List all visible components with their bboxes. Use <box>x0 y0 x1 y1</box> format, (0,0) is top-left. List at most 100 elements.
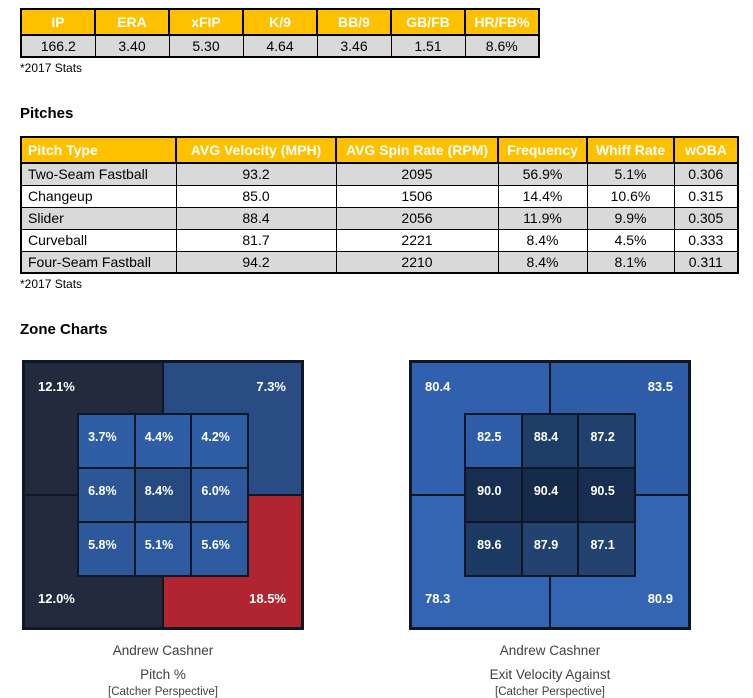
zone-cell-r2c2[interactable]: 5.6% <box>192 523 247 575</box>
pitch-cell: 88.4 <box>175 206 337 230</box>
zone-cell-r1c1[interactable]: 90.4 <box>522 469 578 521</box>
pitch-cell: 11.9% <box>497 206 588 230</box>
zone-cell-r0c0[interactable]: 3.7% <box>79 415 134 467</box>
zone-cell-r1c1[interactable]: 8.4% <box>135 469 191 521</box>
pitch-header-woba: wOBA <box>673 136 739 164</box>
pitch-cell: 2095 <box>335 162 499 186</box>
chart-player-name: Andrew Cashner <box>112 643 214 658</box>
stats-value-row: 166.2 3.40 5.30 4.64 3.46 1.51 8.6% <box>20 34 540 58</box>
pitch-header-spin: AVG Spin Rate (RPM) <box>335 136 499 164</box>
zone-cell-r2c2[interactable]: 87.1 <box>579 523 634 575</box>
chart-perspective-label: [Catcher Perspective] <box>108 686 218 698</box>
pitch-row-changeup: Changeup 85.0 1506 14.4% 10.6% 0.315 <box>20 184 739 208</box>
pitch-cell: 81.7 <box>175 228 337 252</box>
stats-value-xfip: 5.30 <box>168 34 244 58</box>
pitch-cell: 0.333 <box>673 228 739 252</box>
exit-velocity-zone-block: 80.4 83.5 78.3 80.9 82.5 88.4 87.2 <box>409 360 691 698</box>
stats-value-k9: 4.64 <box>242 34 318 58</box>
zone-outer-label: 80.4 <box>425 379 451 394</box>
stats-header-ip: IP <box>20 8 96 36</box>
zone-outer-label: 12.0% <box>38 591 75 606</box>
pitch-cell: 2221 <box>335 228 499 252</box>
zone-outer-label: 18.5% <box>249 591 286 606</box>
pitch-cell: Four-Seam Fastball <box>20 250 177 274</box>
pitch-header-velocity: AVG Velocity (MPH) <box>175 136 337 164</box>
zone-charts-heading: Zone Charts <box>20 321 108 338</box>
pitch-cell: Slider <box>20 206 177 230</box>
pitch-cell: 94.2 <box>175 250 337 274</box>
zone-cell-label: 5.1% <box>144 538 174 552</box>
zone-cell-label: 82.5 <box>477 430 502 444</box>
stats-footnote: *2017 Stats <box>20 61 83 75</box>
pitch-cell: 10.6% <box>586 184 675 208</box>
stats-header-k9: K/9 <box>242 8 318 36</box>
zone-cell-label: 90.4 <box>533 484 559 498</box>
zone-cell-r0c2[interactable]: 4.2% <box>192 415 247 467</box>
zone-cell-r0c1[interactable]: 4.4% <box>135 415 191 467</box>
pitch-cell: 8.4% <box>497 250 588 274</box>
stats-header-hrfb: HR/FB% <box>464 8 540 36</box>
pitch-cell: 9.9% <box>586 206 675 230</box>
zone-cell-label: 8.4% <box>144 484 174 498</box>
pitch-cell: 0.306 <box>673 162 739 186</box>
zone-cell-r0c2[interactable]: 87.2 <box>579 415 634 467</box>
pitch-row-slider: Slider 88.4 2056 11.9% 9.9% 0.305 <box>20 206 739 230</box>
stats-header-gbfb: GB/FB <box>390 8 466 36</box>
chart-metric-label: Exit Velocity Against <box>489 667 611 682</box>
stats-value-hrfb: 8.6% <box>464 34 540 58</box>
strike-zone-grid: 3.7% 4.4% 4.2% 6.8% 8.4% 6.0% 5.8% 5.1% … <box>77 413 249 577</box>
zone-cell-r1c2[interactable]: 90.5 <box>579 469 634 521</box>
zone-outer-label: 83.5 <box>647 379 673 394</box>
exit-velocity-zone-chart: 80.4 83.5 78.3 80.9 82.5 88.4 87.2 <box>409 360 691 630</box>
zone-cell-r2c0[interactable]: 5.8% <box>79 523 134 575</box>
chart-caption: Andrew Cashner Exit Velocity Against [Ca… <box>409 643 691 698</box>
zone-cell-label: 89.6 <box>477 538 502 552</box>
pitch-pct-zone-chart: 12.1% 7.3% 12.0% 18.5% 3.7% 4.4% 4.2% <box>22 360 304 630</box>
stats-header-era: ERA <box>94 8 170 36</box>
zone-cell-label: 6.0% <box>201 484 230 498</box>
zone-cell-r1c0[interactable]: 6.8% <box>79 469 134 521</box>
stats-value-era: 3.40 <box>94 34 170 58</box>
zone-cell-r1c2[interactable]: 6.0% <box>192 469 247 521</box>
pitch-header-whiff: Whiff Rate <box>586 136 675 164</box>
stats-header-xfip: xFIP <box>168 8 244 36</box>
zone-cell-r2c1[interactable]: 87.9 <box>522 523 578 575</box>
pitch-header-type: Pitch Type <box>20 136 177 164</box>
zone-outer-label: 12.1% <box>38 379 75 394</box>
pitch-cell: 2056 <box>335 206 499 230</box>
zone-cell-r0c0[interactable]: 82.5 <box>466 415 521 467</box>
stats-value-gbfb: 1.51 <box>390 34 466 58</box>
pitch-cell: Curveball <box>20 228 177 252</box>
pitch-pct-zone-block: 12.1% 7.3% 12.0% 18.5% 3.7% 4.4% 4.2% <box>22 360 304 698</box>
pitch-cell: 8.1% <box>586 250 675 274</box>
zone-cell-label: 6.8% <box>88 484 117 498</box>
chart-player-name: Andrew Cashner <box>499 643 601 658</box>
pitch-cell: 85.0 <box>175 184 337 208</box>
zone-cell-label: 4.2% <box>201 430 230 444</box>
zone-cell-r2c0[interactable]: 89.6 <box>466 523 521 575</box>
zone-cell-label: 87.9 <box>533 538 559 552</box>
pitch-cell: 0.315 <box>673 184 739 208</box>
zone-cell-r0c1[interactable]: 88.4 <box>522 415 578 467</box>
stats-header-row: IP ERA xFIP K/9 BB/9 GB/FB HR/FB% <box>20 8 540 36</box>
pitch-cell: 8.4% <box>497 228 588 252</box>
pitches-heading: Pitches <box>20 105 74 122</box>
pitch-cell: 14.4% <box>497 184 588 208</box>
zone-cell-r1c0[interactable]: 90.0 <box>466 469 521 521</box>
zone-cell-r2c1[interactable]: 5.1% <box>135 523 191 575</box>
pitch-cell: 56.9% <box>497 162 588 186</box>
season-stats-table: IP ERA xFIP K/9 BB/9 GB/FB HR/FB% 166.2 … <box>20 8 540 58</box>
zone-cell-label: 90.5 <box>590 484 615 498</box>
pitch-cell: 2210 <box>335 250 499 274</box>
stats-value-ip: 166.2 <box>20 34 96 58</box>
pitch-table: Pitch Type AVG Velocity (MPH) AVG Spin R… <box>20 136 739 274</box>
zone-cell-label: 90.0 <box>477 484 502 498</box>
pitch-row-two-seam: Two-Seam Fastball 93.2 2095 56.9% 5.1% 0… <box>20 162 739 186</box>
chart-perspective-label: [Catcher Perspective] <box>495 686 605 698</box>
pitch-cell: 0.311 <box>673 250 739 274</box>
zone-charts-row: 12.1% 7.3% 12.0% 18.5% 3.7% 4.4% 4.2% <box>22 360 753 698</box>
zone-cell-label: 5.6% <box>201 538 230 552</box>
chart-metric-label: Pitch % <box>140 667 186 682</box>
pitch-cell: 4.5% <box>586 228 675 252</box>
pitch-cell: Changeup <box>20 184 177 208</box>
